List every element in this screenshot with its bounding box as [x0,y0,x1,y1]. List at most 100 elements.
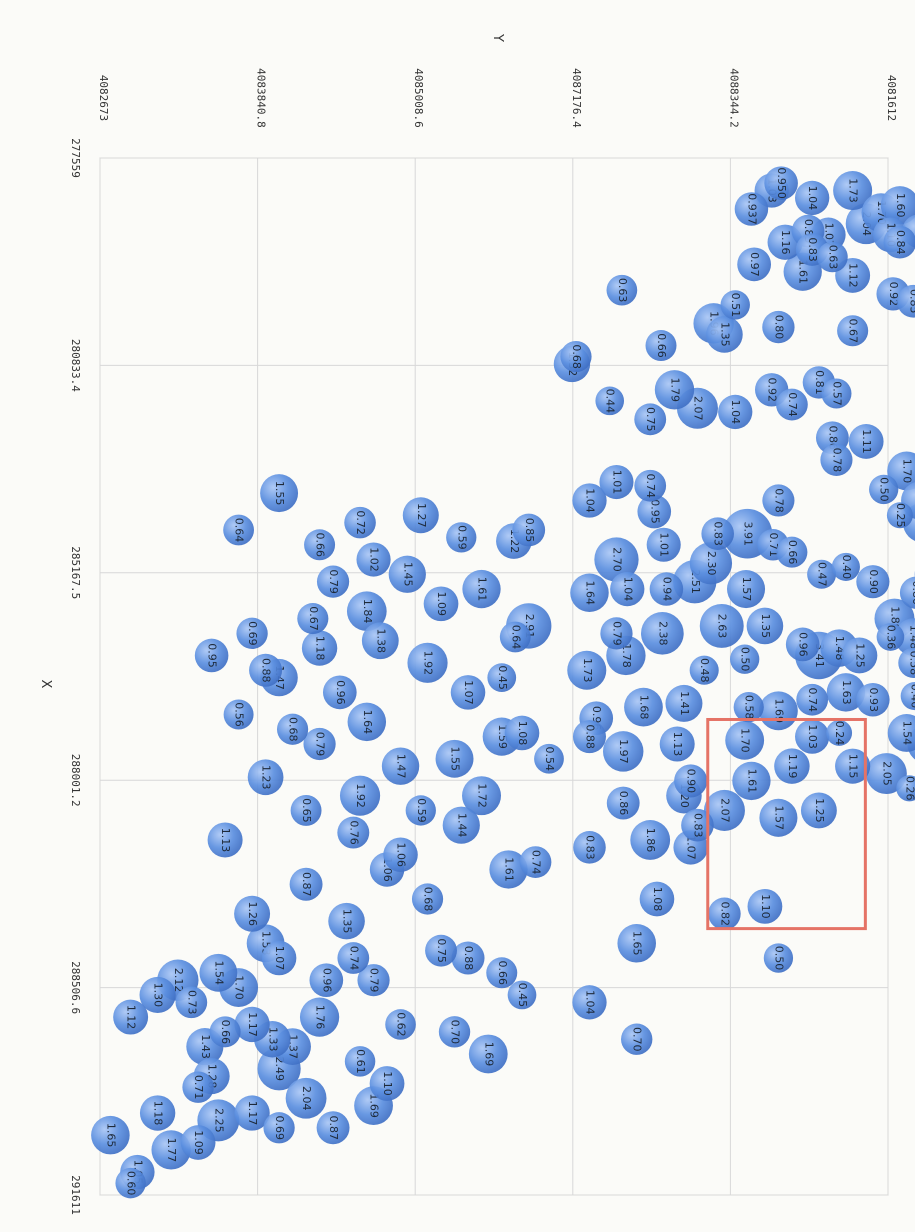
data-point [665,684,703,722]
data-label: 2.70 [610,547,623,572]
data-label: 0.69 [273,1116,286,1141]
data-label: 1.01 [610,470,623,495]
data-label: 0.72 [354,510,367,535]
data-label: 1.70 [901,459,914,484]
data-point [706,316,743,353]
data-point [388,555,426,593]
data-label: 0.82 [718,902,731,927]
data-point [732,761,771,801]
data-point [344,1046,376,1077]
data-label: 0.74 [806,687,819,712]
data-label: 1.13 [219,828,232,853]
data-point [785,627,820,662]
data-label: 1.08 [516,721,529,746]
data-label: 1.09 [192,1130,205,1155]
x-tick-label: 280833.4 [69,339,82,392]
data-point [301,630,338,666]
data-point [821,378,852,409]
data-label: 1.04 [806,186,819,211]
data-label: 1.45 [401,562,414,587]
data-point [734,192,769,226]
data-label: 1.35 [341,909,354,934]
data-label: 1.15 [847,754,860,779]
data-label: 1.79 [669,378,682,403]
data-point [727,570,766,609]
data-label: 1.17 [246,1012,259,1037]
data-label: 0.84 [894,230,907,255]
data-point [236,617,268,649]
data-label: 1.48 [907,625,915,650]
data-label: 1.92 [354,783,367,808]
data-label: 0.63 [826,245,839,270]
data-point [369,1066,405,1101]
data-point [446,522,477,553]
data-point [512,513,546,547]
data-label: 1.13 [671,732,684,757]
data-point [600,617,633,650]
data-point [299,997,340,1037]
data-label: 0.54 [543,747,556,772]
data-label: 0.64 [509,625,522,650]
y-tick-label: 4087176.4 [570,68,583,128]
data-point [423,586,459,622]
data-label: 1.54 [901,721,914,746]
data-point [276,713,309,745]
data-point [841,637,878,674]
data-point [795,719,830,754]
data-label: 1.10 [759,894,772,919]
data-point [337,816,370,849]
data-point [209,1016,241,1048]
data-label: 0.94 [660,577,673,602]
data-point [462,569,501,609]
data-point [304,529,336,561]
data-point [115,1167,146,1199]
data-label: 0.74 [786,392,799,417]
data-label: 1.55 [449,747,462,772]
data-point [572,720,606,754]
data-label: 1.64 [583,580,596,605]
data-label: 2.07 [691,396,704,421]
data-point [617,924,656,963]
data-point [199,953,238,992]
data-point [261,940,297,976]
x-axis-ticks: 277559 280833.4 285167.5 288001.2 288506.6 29… [69,138,82,1215]
data-label: 0.88 [583,724,596,749]
data-label: 0.70 [631,1027,644,1052]
data-point [730,644,760,674]
data-label: 2.12 [172,968,185,993]
data-point [425,934,457,967]
data-point [634,469,667,502]
data-point [641,611,684,655]
data-label: 0.97 [748,252,761,277]
data-point [649,572,684,606]
data-point [572,985,607,1020]
data-label: 2.38 [656,621,669,646]
data-label: 0.58 [743,695,756,720]
data-point [835,748,871,784]
data-point [817,241,848,273]
data-label: 0.59 [415,798,428,823]
data-point [594,537,639,582]
data-label: 0.40 [909,684,915,709]
data-point [486,957,518,989]
data-point [194,638,229,673]
data-label: 0.64 [233,518,246,543]
data-label: 0.51 [729,293,742,318]
data-label: 1.70 [739,728,752,753]
data-point [883,225,915,259]
data-point [774,748,810,784]
data-point [837,315,869,347]
data-label: 0.45 [516,983,529,1008]
y-tick-label: 4081612 [885,75,898,121]
data-label: 1.68 [637,695,650,720]
data-point [725,720,765,760]
data-label: 0.67 [847,319,860,344]
data-label: 0.65 [300,798,313,823]
data-point [560,340,592,373]
x-tick-label: 285167.5 [69,546,82,599]
data-point [290,794,322,826]
data-point [654,370,695,410]
data-label: 0.66 [496,961,509,986]
data-point [438,1016,471,1048]
